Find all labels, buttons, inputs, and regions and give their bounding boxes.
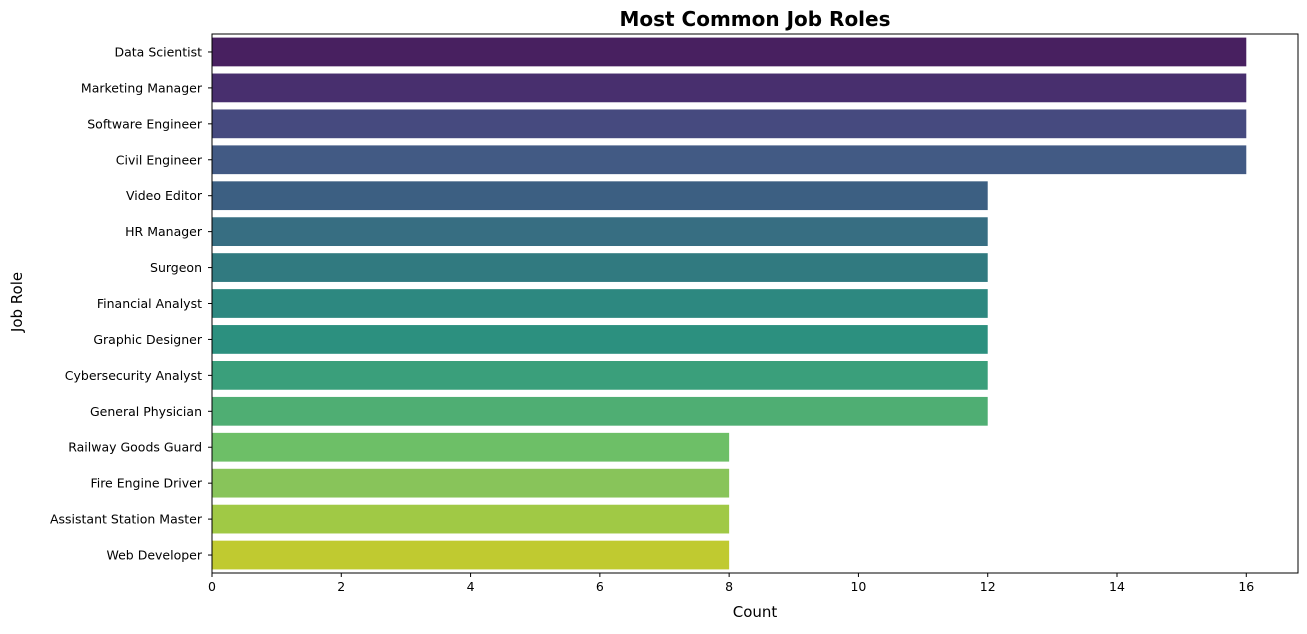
bar [212,145,1247,175]
x-tick-label: 12 [980,579,996,594]
x-tick-label: 10 [850,579,866,594]
x-tick-label: 14 [1109,579,1125,594]
bar [212,253,988,282]
category-label: Marketing Manager [81,80,203,95]
bar [212,504,730,534]
x-tick-label: 2 [337,579,345,594]
bar [212,181,988,211]
category-label: Data Scientist [115,44,203,59]
y-axis-label: Job Role [8,272,26,333]
category-label: Assistant Station Master [50,512,203,527]
bar [212,360,988,390]
category-label: Web Developer [106,548,202,563]
bar [212,468,730,498]
bar [212,289,988,318]
category-label: Cybersecurity Analyst [65,368,202,383]
category-label: Fire Engine Driver [90,476,202,491]
category-label: Software Engineer [87,116,203,131]
bar [212,396,988,426]
x-tick-label: 16 [1238,579,1254,594]
category-label: Financial Analyst [97,296,202,311]
category-labels: Data Scientist Marketing Manager Software … [50,44,212,563]
category-label: Civil Engineer [116,152,203,167]
bar [212,432,730,462]
bar [212,217,988,247]
category-label: Railway Goods Guard [68,440,202,455]
plot-frame [211,33,1299,574]
bar [212,37,1247,67]
bars-layer [212,37,1247,570]
x-tick-label: 6 [596,579,604,594]
bar [212,540,730,570]
chart-title: Most Common Job Roles [619,7,890,31]
category-label: Graphic Designer [93,332,203,347]
x-axis-label: Count [733,603,778,621]
x-tick-label: 4 [467,579,475,594]
x-tick-label: 8 [725,579,733,594]
category-label: General Physician [90,404,202,419]
bar [212,325,988,354]
bar [212,73,1247,103]
category-label: Video Editor [126,188,203,203]
x-tick-label: 0 [208,579,216,594]
x-axis-ticks: 0 2 4 6 8 10 12 14 16 [208,573,1254,594]
category-label: HR Manager [125,224,203,239]
bar [212,109,1247,139]
category-label: Surgeon [150,260,202,275]
